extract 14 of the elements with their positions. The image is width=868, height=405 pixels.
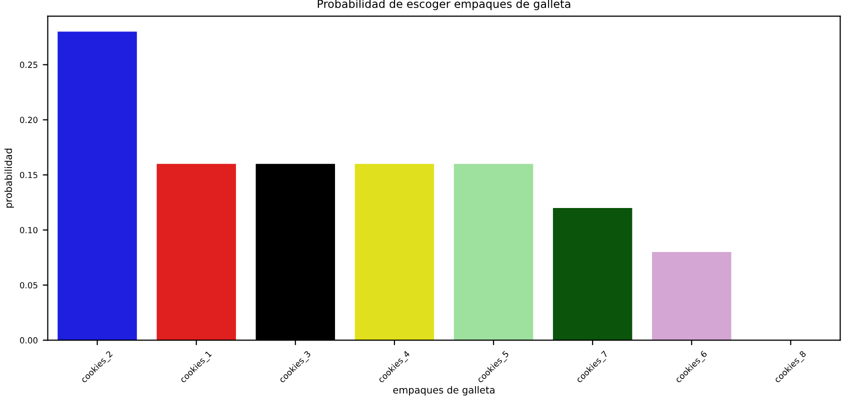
bar: [58, 32, 137, 340]
y-tick-label: 0.10: [20, 226, 38, 234]
bar: [454, 164, 534, 340]
bar: [156, 164, 236, 340]
y-tick-label: 0.20: [20, 116, 38, 124]
x-axis-title: empaques de galleta: [393, 386, 494, 396]
bar: [354, 164, 434, 340]
y-tick-label: 0.00: [20, 337, 38, 344]
y-axis-title: probabilidad: [4, 148, 14, 208]
bar: [652, 252, 732, 340]
y-tick-label: 0.05: [20, 282, 38, 288]
y-tick-label: 0.15: [20, 172, 38, 178]
y-tick-label: 0.25: [20, 62, 38, 68]
bar: [552, 208, 632, 340]
